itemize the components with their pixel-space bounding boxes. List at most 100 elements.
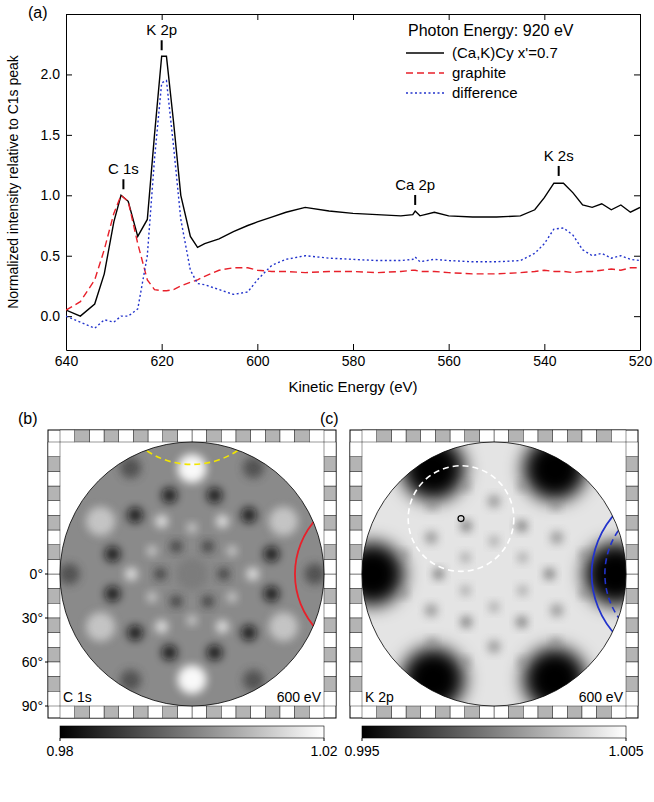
frame-cell [391,430,406,442]
legend-title: Photon Energy: 920 eV [408,22,574,39]
peak-marker [122,179,124,189]
frame-cell [207,430,222,442]
frame-cell [597,430,612,442]
legend-swatch [406,92,444,93]
pattern-texture [170,595,182,607]
frame-cell [626,691,638,706]
frame-cell [626,442,638,457]
annotations: C 1sK 2pCa 2pK 2s [108,21,574,205]
frame-cell [177,706,192,718]
tick-label: 30° [22,610,43,626]
pattern-texture [461,657,470,666]
tick-label: 1.5 [41,127,61,143]
frame-cell [148,706,163,718]
frame-cell [324,559,336,574]
tick-label: 0.995 [344,743,379,759]
tick-label: 0.98 [46,743,73,759]
frame-cell [626,603,638,618]
panel-label: (b) [18,410,38,427]
pattern-texture [460,585,471,596]
disc-outline [60,442,324,706]
tick: 560 [437,344,461,369]
frame-cell [324,530,336,545]
frame-cell [104,430,119,442]
frame-cell [163,430,178,442]
frame-cell [265,706,280,718]
tick-mark [45,574,48,575]
tick-mark [162,14,163,20]
tick-label: 60° [22,654,43,670]
tick-mark [362,738,363,741]
tick-mark [353,14,354,20]
tick-mark [66,256,72,257]
frame-cell [104,706,119,718]
pattern-texture [162,487,178,503]
frame-cell [265,430,280,442]
frame-cell [626,486,638,501]
legend-label: (Ca,K)Cy x'=0.7 [452,44,558,61]
frame-cell [582,706,597,718]
peak-label: K 2s [544,147,574,164]
frame-cell [626,530,638,545]
frame-cell [435,706,450,718]
pattern-texture [207,645,223,661]
frame-cell [582,430,597,442]
frame-cell [538,430,553,442]
frame-bg [48,430,336,718]
frame-cell [626,677,638,692]
pattern-texture [227,592,238,603]
panel-a: 6406206005805605405200.00.51.01.52.0C 1s… [5,4,652,395]
panel-label: (c) [320,410,339,427]
tick-mark [324,738,325,741]
frame-cell [350,633,362,648]
tick: 620 [150,344,174,369]
frame-cell [48,633,60,648]
frame-cell [163,706,178,718]
tick-mark [634,74,640,75]
peak-label: K 2p [146,21,177,38]
frame-cell [626,618,638,633]
legend-swatch [406,72,444,73]
frame-cell [48,589,60,604]
tick-mark [634,195,640,196]
frame-cell [48,530,60,545]
frame-cell [324,574,336,589]
frame-cell [48,501,60,516]
frame-cell [221,706,236,718]
tick [449,14,450,20]
frame-cell [133,430,148,442]
pattern-texture [428,501,437,510]
pattern-texture [517,552,528,563]
frame-cell [626,647,638,662]
tick-mark [634,135,640,136]
frame-cell [350,691,362,706]
tick-mark [449,14,450,20]
tick-mark [60,738,61,741]
direction-arc [408,466,514,572]
frame-cell [350,574,362,589]
tick [634,195,640,196]
pattern-texture [518,482,527,491]
frame-cell [119,706,134,718]
tick-label: 520 [629,353,653,369]
pattern-texture [428,638,437,647]
tick-label: 600 [246,353,270,369]
frame-cell [626,662,638,677]
colorbar [362,726,626,738]
frame-cell [324,633,336,648]
plot-lines [66,56,640,328]
pattern-texture [487,640,500,653]
frame-cell [48,545,60,560]
frame-cell [626,574,638,589]
pattern-texture [105,546,121,562]
panel-label: (a) [28,4,48,21]
frame-cell [611,706,626,718]
series-line [66,80,640,328]
tick [353,14,354,20]
pattern-texture [489,602,500,613]
pattern-texture [425,604,438,617]
frame-cell [192,706,207,718]
frame-cell [236,706,251,718]
tick-mark [45,662,48,663]
frame-cell [324,515,336,530]
